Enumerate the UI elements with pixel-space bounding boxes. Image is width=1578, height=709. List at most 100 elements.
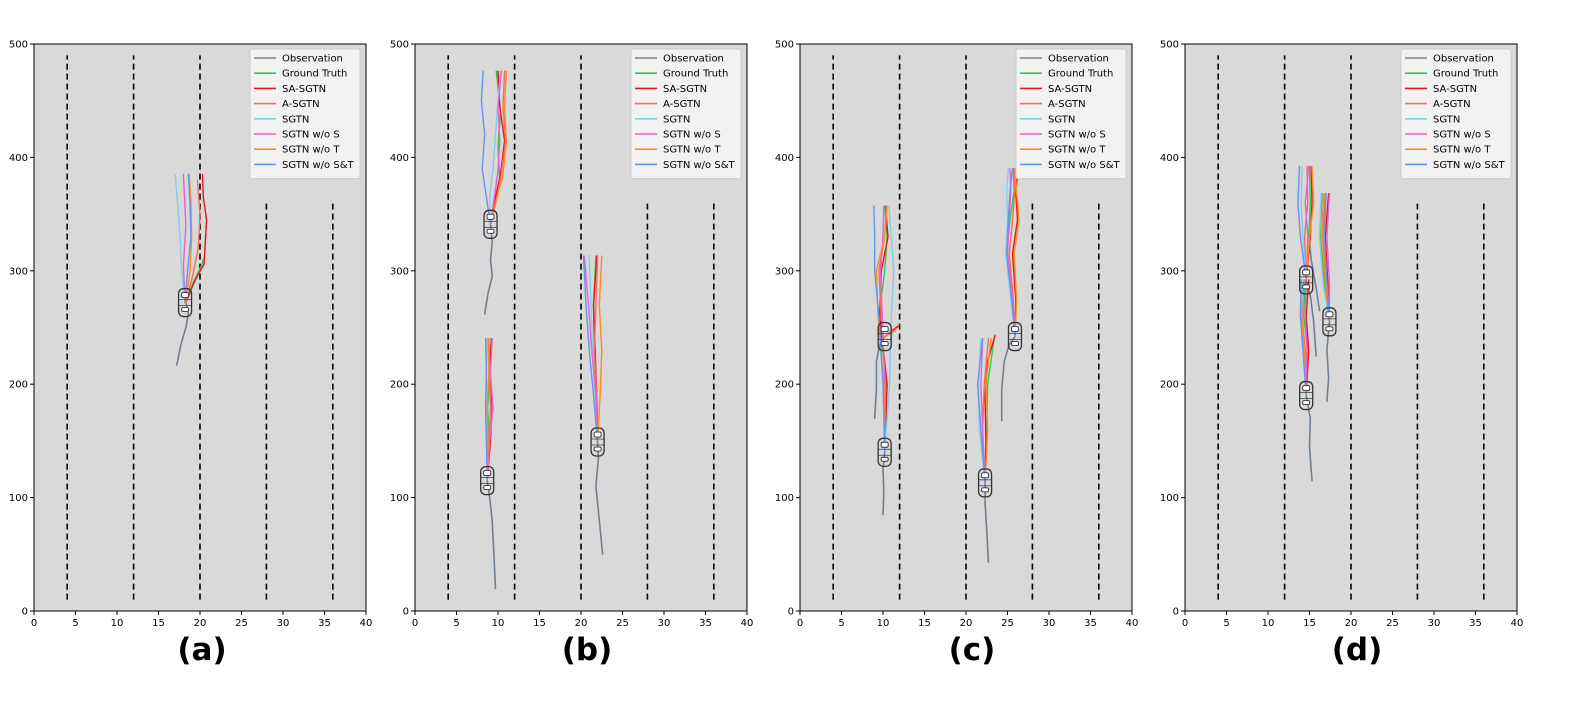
x-tick-label: 0 [797,618,803,629]
trajectory-observation [1305,394,1313,482]
y-tick-label: 200 [9,380,28,391]
y-tick-label: 400 [9,153,28,164]
x-tick-label: 10 [111,618,124,629]
vehicle-windshield [181,292,190,299]
x-tick-label: 35 [1469,618,1482,629]
trajectory-sgtn-w-o-t [1013,167,1020,338]
trajectory-sgtn-w-o-t [596,255,603,443]
vehicle-windshield [981,472,990,479]
legend-label-sgtn-w-o-sandt: SGTN w/o S&T [663,160,735,171]
y-tick-label: 200 [775,380,794,391]
x-tick-label: 10 [877,618,890,629]
vehicle-icon [480,465,495,496]
legend-label-sgtn-w-o-s: SGTN w/o S [663,130,721,141]
trajectory-sgtn-w-o-sandt [484,338,488,482]
caption-a: (a) [177,632,227,668]
trajectory-sgtn-w-o-t [1321,192,1331,323]
y-tick-label: 300 [775,266,794,277]
trajectory-sgtn-w-o-s [980,338,986,484]
trajectory-sgtn-w-o-sandt [1299,279,1307,397]
legend-label-sgtn-w-o-sandt: SGTN w/o S&T [282,160,354,171]
x-tick-label: 40 [741,618,754,629]
y-tick-label: 0 [403,607,409,618]
vehicle-body [877,437,892,467]
legend-label-sgtn: SGTN [1048,114,1075,125]
x-tick-label: 25 [616,618,629,629]
trajectory-sgtn-w-o-t [1305,165,1315,281]
trajectory-sgtn-w-o-t [489,70,507,226]
vehicle-windshield [880,326,889,333]
vehicle-rear-window [1325,326,1334,332]
trajectory-sgtn-w-o-s [583,255,599,443]
legend-label-sa-sgtn: SA-SGTN [1433,84,1477,95]
legend-label-observation: Observation [1048,54,1109,65]
vehicle-windshield [483,470,492,477]
x-tick-label: 20 [575,618,588,629]
x-tick-label: 5 [838,618,844,629]
x-tick-label: 30 [658,618,671,629]
vehicle-rear-window [181,307,190,313]
chart-panel-a: 0 5 10 15 20 25 30 35 400100200300400500Observat… [9,40,372,630]
trajectory-sgtn [1318,192,1331,323]
x-tick-label: 15 [533,618,546,629]
caption-c: (c) [948,632,996,668]
x-tick-label: 20 [194,618,207,629]
legend-label-sa-sgtn: SA-SGTN [282,84,326,95]
vehicle-windshield [1302,385,1311,391]
vehicle-icon [1299,380,1314,411]
chart-panel-d: 0 5 10 15 20 25 30 35 400100200300400500Observat… [1160,40,1523,630]
legend-label-sgtn-w-o-s: SGTN w/o S [282,130,340,141]
legend-label-sgtn: SGTN [663,114,690,125]
vehicle-body [483,209,498,239]
legend-label-sa-sgtn: SA-SGTN [663,84,707,95]
trajectory-sgtn-w-o-s [486,338,494,482]
trajectory-sgtn-w-o-sandt [1297,165,1307,281]
trajectory-sgtn-w-o-sandt [976,338,986,484]
y-tick-label: 0 [1173,607,1179,618]
vehicle-icon [977,468,993,498]
vehicle-windshield [880,441,889,448]
vehicle-icon [1299,265,1314,295]
vehicle-rear-window [1011,341,1019,347]
chart-panel-c: 0 5 10 15 20 25 30 35 400100200300400500Observat… [775,40,1138,630]
y-tick-label: 200 [390,380,409,391]
x-tick-label: 15 [152,618,165,629]
trajectory-sgtn-w-o-t [984,338,992,484]
vehicle-body [177,287,193,318]
legend-label-sgtn: SGTN [282,114,309,125]
y-tick-label: 300 [390,266,409,277]
vehicle-icon [177,287,193,318]
vehicle-rear-window [1302,284,1311,290]
trajectory-sa-sgtn [1305,279,1310,397]
y-tick-label: 400 [390,153,409,164]
trajectory-sgtn-w-o-sandt [582,255,599,443]
x-tick-label: 35 [1084,618,1097,629]
vehicle-body [877,321,892,352]
y-tick-label: 300 [1160,266,1179,277]
vehicle-windshield [486,213,495,220]
vehicle-windshield [1325,311,1334,318]
x-tick-label: 30 [1428,618,1441,629]
legend-label-sgtn-w-o-s: SGTN w/o S [1433,130,1491,141]
trajectory-a-sgtn [185,179,201,304]
x-tick-label: 10 [1262,618,1275,629]
x-tick-label: 30 [1043,618,1056,629]
caption-b: (b) [561,632,613,668]
legend-label-ground-truth: Ground Truth [1433,69,1498,80]
x-tick-label: 15 [1303,618,1316,629]
caption-d: (d) [1331,632,1383,668]
vehicle-windshield [1302,269,1311,276]
trajectory-sgtn-w-o-sandt [184,173,192,304]
trajectory-sgtn-w-o-s [1326,192,1331,323]
x-tick-label: 35 [699,618,712,629]
x-tick-label: 10 [492,618,505,629]
chart-panel-b: 0 5 10 15 20 25 30 35 400100200300400500Observat… [390,40,753,630]
trajectory-sgtn-w-o-sandt [873,205,886,453]
x-tick-label: 25 [1386,618,1399,629]
legend-label-sa-sgtn: SA-SGTN [1048,84,1092,95]
legend-label-ground-truth: Ground Truth [282,69,347,80]
vehicle-rear-window [483,485,492,491]
trajectory-sa-sgtn [984,334,996,484]
x-tick-label: 20 [960,618,973,629]
vehicle-rear-window [981,487,990,493]
